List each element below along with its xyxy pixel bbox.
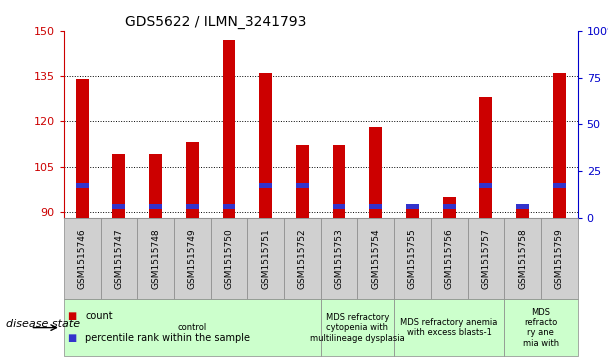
Text: MDS refractory anemia
with excess blasts-1: MDS refractory anemia with excess blasts… [401,318,498,337]
Bar [296,183,309,188]
Bar [369,204,382,209]
Text: GSM1515755: GSM1515755 [408,228,417,289]
Bar [76,183,89,188]
Text: MDS refractory
cytopenia with
multilineage dysplasia: MDS refractory cytopenia with multilinea… [310,313,405,343]
Bar [406,204,419,209]
Bar [259,183,272,188]
Text: GSM1515754: GSM1515754 [371,228,380,289]
Bar [516,204,529,209]
Bar [333,204,345,209]
Text: GSM1515747: GSM1515747 [114,228,123,289]
Bar [259,73,272,218]
Text: control: control [178,323,207,332]
Bar [149,155,162,218]
Text: GSM1515750: GSM1515750 [224,228,233,289]
Text: ■: ■ [67,311,76,321]
Text: GSM1515758: GSM1515758 [518,228,527,289]
Bar [186,204,199,209]
Text: GSM1515759: GSM1515759 [554,228,564,289]
Bar [76,79,89,218]
Text: GSM1515752: GSM1515752 [298,228,307,289]
Text: count: count [85,311,112,321]
Bar [406,209,419,218]
Text: ■: ■ [67,333,76,343]
Bar [223,204,235,209]
Bar [112,155,125,218]
Bar [553,183,565,188]
Bar [296,146,309,218]
Text: GSM1515748: GSM1515748 [151,228,160,289]
Bar [443,204,455,209]
Bar [480,97,492,218]
Bar [553,73,565,218]
Bar [516,206,529,218]
Text: GSM1515749: GSM1515749 [188,228,197,289]
Bar [443,197,455,218]
Text: GSM1515757: GSM1515757 [482,228,491,289]
Text: GSM1515746: GSM1515746 [78,228,87,289]
Bar [369,127,382,218]
Text: GSM1515751: GSM1515751 [261,228,270,289]
Bar [480,183,492,188]
Text: disease state: disease state [6,319,80,329]
Text: GSM1515753: GSM1515753 [334,228,344,289]
Text: MDS
refracto
ry ane
mia with: MDS refracto ry ane mia with [523,307,559,348]
Text: percentile rank within the sample: percentile rank within the sample [85,333,250,343]
Bar [223,40,235,218]
Text: GSM1515756: GSM1515756 [444,228,454,289]
Bar [333,146,345,218]
Text: GDS5622 / ILMN_3241793: GDS5622 / ILMN_3241793 [125,15,307,29]
Bar [149,204,162,209]
Bar [112,204,125,209]
Bar [186,142,199,218]
